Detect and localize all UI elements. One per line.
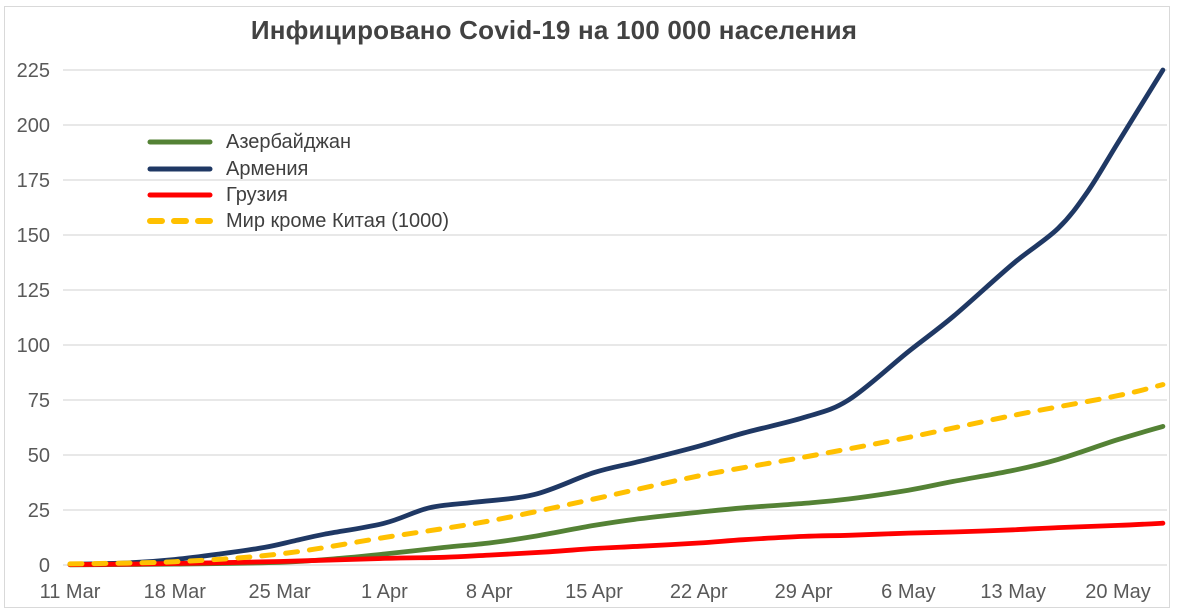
legend-item-azerbaijan: Азербайджан [147, 129, 449, 155]
chart-title: Инфицировано Covid-19 на 100 000 населен… [250, 15, 858, 45]
legend-swatch-azerbaijan [147, 139, 213, 145]
y-axis-tick-label: 75 [28, 390, 50, 412]
y-axis-tick-label: 50 [28, 445, 50, 467]
x-axis-tick-label: 25 Mar [248, 581, 311, 603]
chart-border [4, 6, 1170, 608]
y-axis-tick-label: 125 [17, 280, 50, 302]
y-axis-tick-label: 150 [17, 225, 50, 247]
y-axis-tick-label: 175 [17, 170, 50, 192]
x-axis-tick-label: 18 Mar [144, 581, 207, 603]
x-axis-tick-label: 6 May [881, 581, 935, 603]
x-axis-tick-label: 11 Mar [40, 581, 101, 603]
x-axis-tick-label: 20 May [1085, 581, 1151, 603]
legend-label-world-except-china: Мир кроме Китая (1000) [226, 210, 450, 233]
legend-swatch-armenia [147, 166, 213, 172]
series-line-armenia [67, 67, 1166, 567]
legend-label-georgia: Грузия [226, 183, 288, 206]
legend-item-world-except-china: Мир кроме Китая (1000) [147, 208, 449, 234]
x-axis-tick-label: 1 Apr [361, 581, 408, 603]
legend-swatch-georgia [147, 192, 213, 198]
x-axis-tick-label: 29 Apr [775, 581, 833, 603]
series-line-world-except-china [67, 382, 1166, 567]
series-line-georgia [67, 520, 1166, 567]
x-axis-tick-label: 8 Apr [466, 581, 513, 603]
legend-swatch-world-except-china [147, 218, 213, 225]
y-axis-tick-label: 0 [39, 555, 50, 577]
x-axis-tick-label: 22 Apr [670, 581, 728, 603]
x-axis-tick-label: 13 May [980, 581, 1046, 603]
legend: Азербайджан Армения Грузия Мир кроме Китая … [147, 129, 449, 235]
legend-label-azerbaijan: Азербайджан [226, 131, 352, 154]
y-axis-tick-label: 225 [17, 60, 50, 82]
legend-label-armenia: Армения [226, 157, 309, 180]
x-axis-tick-label: 15 Apr [565, 581, 623, 603]
legend-item-armenia: Армения [147, 155, 449, 181]
y-axis-tick-label: 100 [17, 335, 50, 357]
y-axis-tick-label: 25 [28, 500, 50, 522]
legend-item-georgia: Грузия [147, 182, 449, 208]
y-axis-tick-label: 200 [17, 115, 50, 137]
